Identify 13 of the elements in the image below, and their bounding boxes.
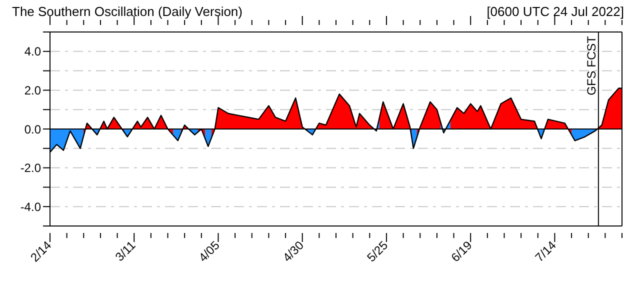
- y-tick-label: 4.0: [24, 44, 42, 59]
- y-tick-label: 0.0: [24, 122, 42, 136]
- x-tick-label: 7/14: [532, 238, 560, 265]
- x-tick-label: 4/30: [280, 238, 307, 265]
- y-tick-label: -4.0: [20, 200, 42, 214]
- y-tick-label: -2.0: [20, 161, 42, 176]
- x-tick-label: 4/05: [196, 238, 223, 265]
- chart-subtitle: [0600 UTC 24 Jul 2022]: [486, 4, 624, 19]
- chart-title: The Southern Oscillation (Daily Version): [12, 4, 242, 19]
- x-tick-label: 6/19: [448, 238, 475, 265]
- ref-line-label: GFS FCST: [584, 35, 598, 96]
- x-tick-label: 3/11: [112, 238, 138, 264]
- y-tick-label: 2.0: [24, 83, 42, 98]
